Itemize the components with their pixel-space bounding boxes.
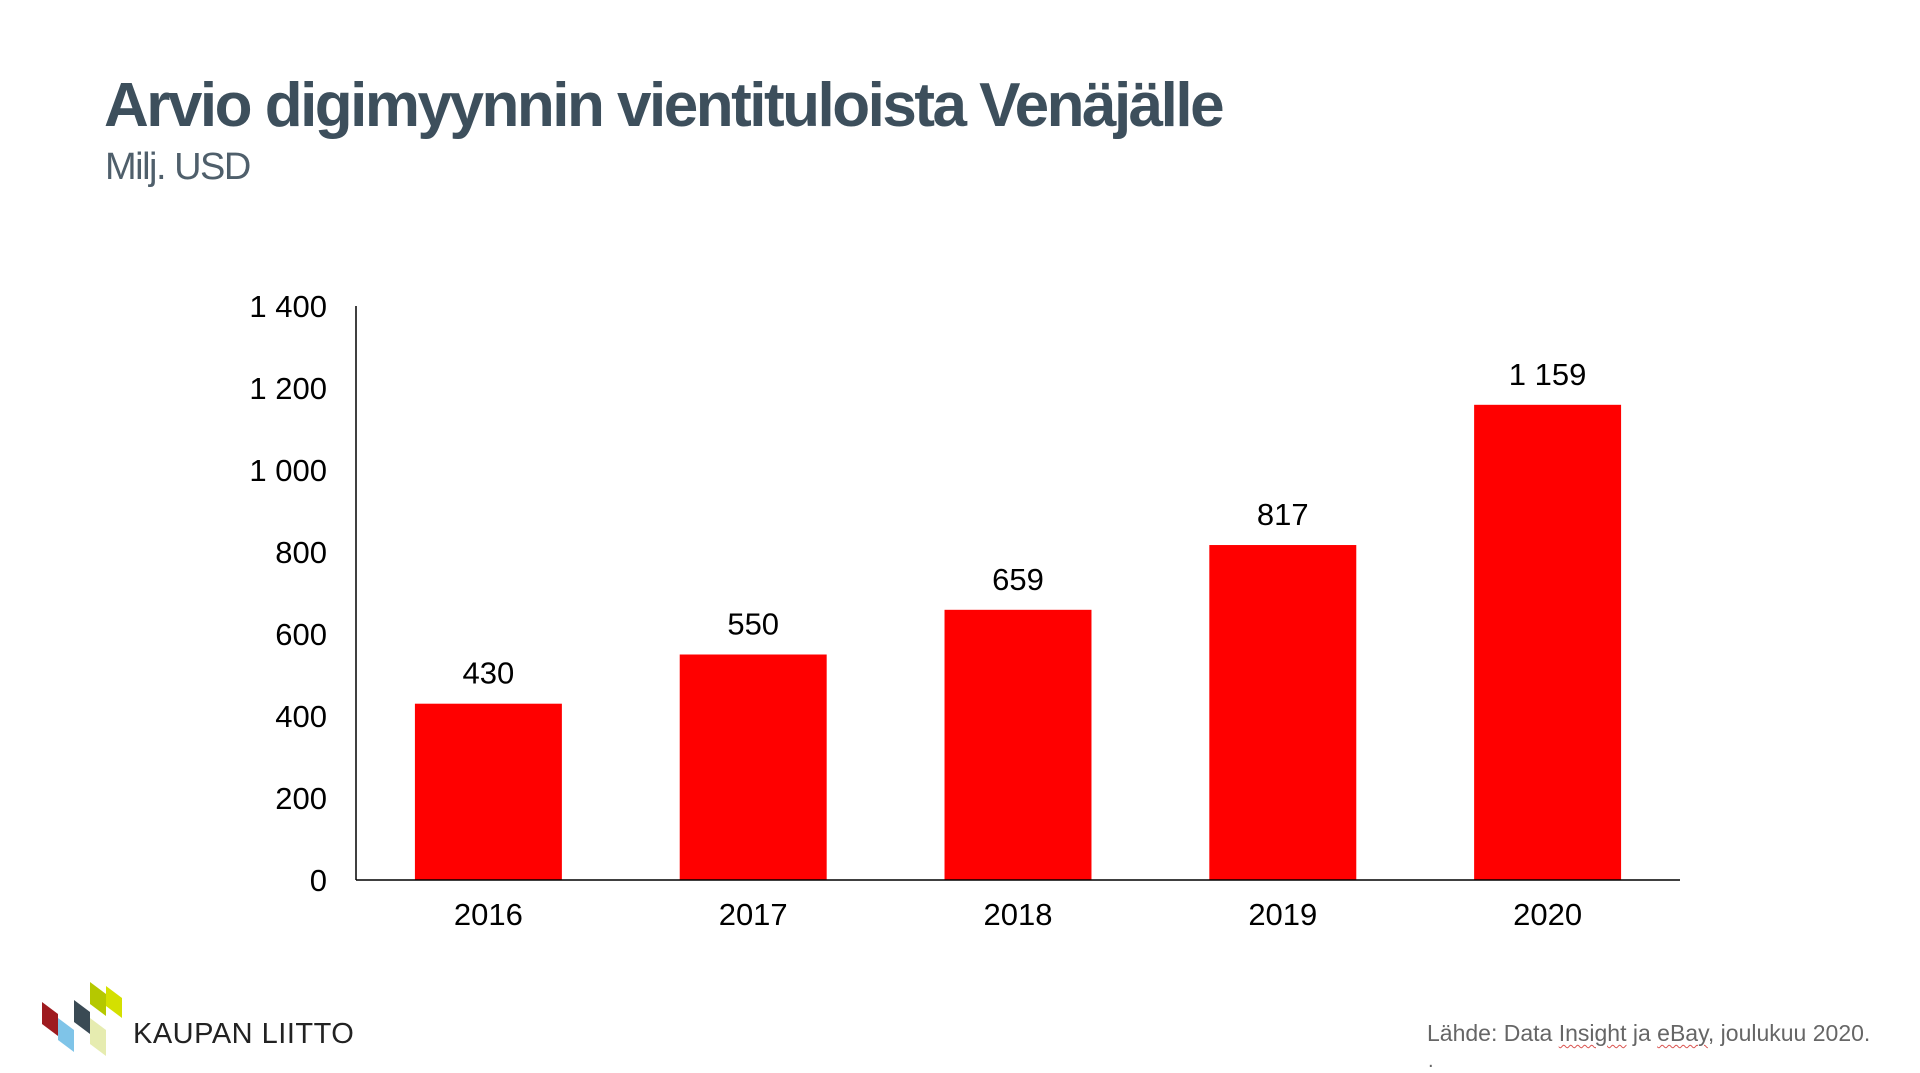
data-label-2016: 430 (463, 656, 515, 691)
y-axis-ticks: 0 200 400 600 800 1 000 1 200 1 400 (249, 289, 327, 898)
source-mid: ja (1626, 1020, 1658, 1046)
logo-shape-red (42, 1002, 58, 1036)
bar-chart: 0 200 400 600 800 1 000 1 200 1 400 430 550 659 81… (249, 289, 1680, 932)
x-tick-label-2020: 2020 (1513, 897, 1582, 932)
data-label-2019: 817 (1257, 497, 1309, 532)
logo-shape-yellow (106, 986, 122, 1018)
logo-shape-green (90, 982, 106, 1016)
x-tick-label-2018: 2018 (984, 897, 1053, 932)
y-tick-label: 200 (275, 781, 327, 816)
source-word-insight: Insight (1558, 1020, 1627, 1046)
x-tick-label-2017: 2017 (719, 897, 788, 932)
data-label-2017: 550 (727, 607, 779, 642)
source-prefix: Lähde: Data (1427, 1020, 1559, 1046)
x-axis-ticks: 2016 2017 2018 2019 2020 (454, 897, 1582, 932)
source-note: Lähde: Data Insight ja eBay, joulukuu 20… (1427, 1020, 1870, 1047)
chart-subtitle-unit: Milj. USD (105, 146, 251, 188)
x-tick-label-2016: 2016 (454, 897, 523, 932)
y-tick-label: 1 000 (249, 453, 327, 488)
y-tick-label: 0 (310, 863, 327, 898)
data-labels: 430 550 659 817 1 159 (463, 357, 1587, 691)
bar-2019 (1209, 545, 1357, 880)
y-tick-label: 1 200 (249, 371, 327, 406)
logo-shape-blue (58, 1018, 74, 1052)
data-label-2018: 659 (992, 562, 1044, 597)
source-word-ebay: eBay (1657, 1020, 1708, 1046)
logo-text: KAUPAN LIITTO (133, 1018, 355, 1050)
bar-2016 (414, 703, 562, 880)
source-suffix: , joulukuu 2020. (1707, 1020, 1871, 1046)
data-label-2020: 1 159 (1509, 357, 1587, 392)
footnote-mark: . (1428, 1050, 1434, 1072)
y-tick-label: 800 (275, 535, 327, 570)
bar-2020 (1474, 404, 1622, 880)
bar-2017 (679, 654, 827, 880)
logo-shape-dark (74, 1000, 90, 1034)
y-tick-label: 600 (275, 617, 327, 652)
bars (414, 404, 1622, 880)
y-tick-label: 400 (275, 699, 327, 734)
kaupan-liitto-logo-icon (42, 982, 122, 1056)
chart-title: Arvio digimyynnin vientituloista Venäjäl… (104, 71, 1225, 140)
x-tick-label-2019: 2019 (1248, 897, 1317, 932)
logo-shape-lightgreen (90, 1018, 106, 1056)
y-tick-label: 1 400 (249, 289, 327, 324)
bar-2018 (944, 609, 1092, 880)
